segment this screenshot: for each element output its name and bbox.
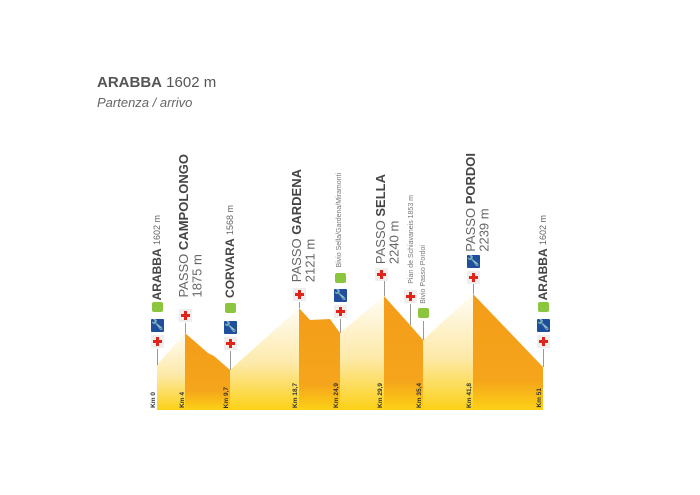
station-label-corvara: CORVARA 1568 m <box>223 205 237 298</box>
marker-stem <box>473 284 474 294</box>
km-label: Km 4 <box>179 392 186 408</box>
descent-gardena <box>299 308 340 410</box>
first-aid-icon <box>224 337 237 350</box>
climb-campolongo <box>157 333 185 410</box>
start-title: ARABBA 1602 m <box>97 74 217 91</box>
first-aid-icon <box>467 271 480 284</box>
bus-icon <box>225 303 236 313</box>
station-label-bivio-pordoi: Bivio Passo Pordoi <box>420 245 427 304</box>
wrench-icon: 🔧 <box>151 319 164 332</box>
climb-pordoi <box>423 294 473 410</box>
bus-icon <box>152 302 163 312</box>
wrench-icon: 🔧 <box>334 289 347 302</box>
km-label: Km 35,4 <box>416 383 423 408</box>
km-label: Km 51 <box>536 388 543 408</box>
first-aid-icon <box>179 309 192 322</box>
marker-stem <box>230 351 231 370</box>
km-label: Km 18,7 <box>292 383 299 408</box>
station-label-sella: PASSO SELLA 2240 m <box>373 173 402 264</box>
station-label-arabba-start: ARABBA 1602 m <box>150 214 164 300</box>
marker-stem <box>543 349 544 367</box>
climb-gardena <box>230 308 299 410</box>
descent-corvara <box>185 333 230 410</box>
wrench-icon: 🔧 <box>537 319 550 332</box>
descent-sella <box>384 296 423 410</box>
station-label-bivio-sella: Bivio Sella/Gardena/Miramonti <box>336 173 343 268</box>
start-subtitle: Partenza / arrivo <box>97 95 193 110</box>
bus-icon <box>335 273 346 283</box>
km-label: Km 0 <box>150 392 157 408</box>
first-aid-icon <box>537 335 550 348</box>
station-label-campolongo: PASSO CAMPOLONGO 1875 m <box>176 154 205 298</box>
km-label: Km 24,9 <box>333 383 340 408</box>
marker-stem <box>340 319 341 333</box>
first-aid-icon <box>375 268 388 281</box>
km-label: Km 29,9 <box>377 383 384 408</box>
first-aid-icon <box>293 288 306 301</box>
station-label-pian-de-schiavaneis: Pian de Schiavaneis 1853 m <box>408 195 415 284</box>
wrench-icon: 🔧 <box>467 255 480 268</box>
first-aid-icon <box>404 290 417 303</box>
km-label: Km 41,8 <box>466 383 473 408</box>
descent-arabba <box>473 294 543 410</box>
first-aid-icon <box>334 305 347 318</box>
wrench-icon: 🔧 <box>224 321 237 334</box>
station-label-gardena: PASSO GARDENA 2121 m <box>289 168 318 282</box>
first-aid-icon <box>151 335 164 348</box>
marker-stem <box>157 349 158 365</box>
bus-icon <box>418 308 429 318</box>
marker-stem <box>423 321 424 340</box>
station-label-pordoi: PASSO PORDOI 2239 m <box>463 153 492 252</box>
marker-stem <box>384 281 385 296</box>
marker-stem <box>185 323 186 333</box>
marker-stem <box>299 302 300 308</box>
station-label-arabba-end: ARABBA 1602 m <box>536 214 550 300</box>
km-label: Km 9,7 <box>223 386 230 408</box>
bus-icon <box>538 302 549 312</box>
climb-sella <box>340 296 384 410</box>
marker-stem <box>410 304 411 325</box>
